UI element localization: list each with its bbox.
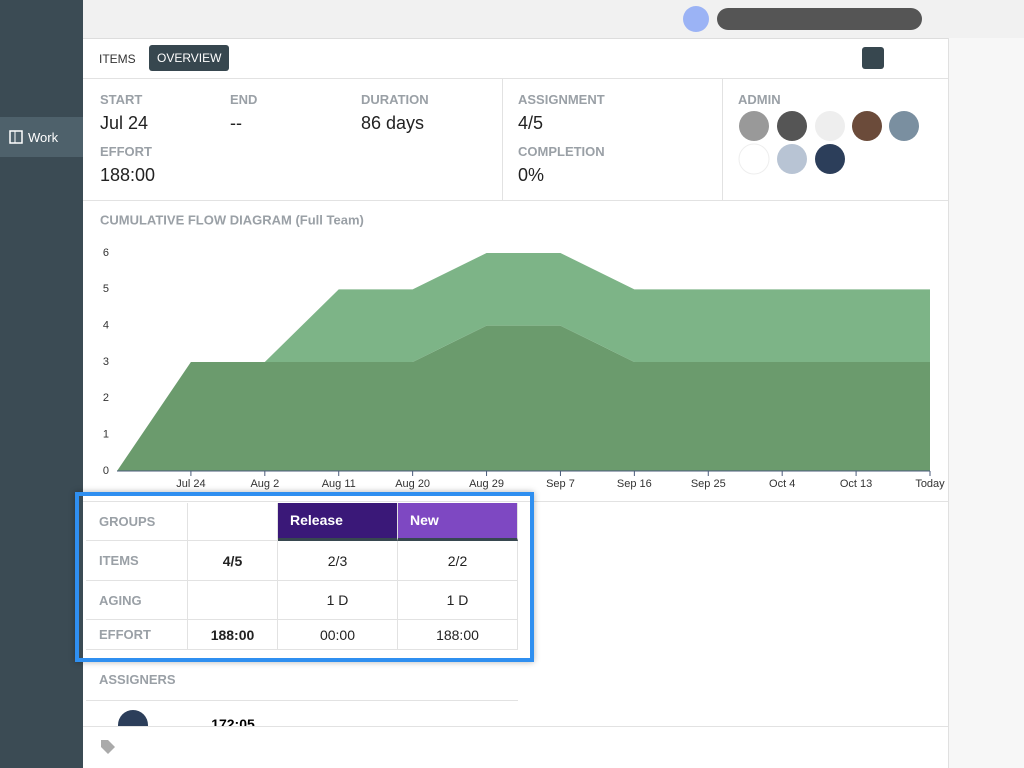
table-cell: EFFORT xyxy=(86,620,188,650)
x-tick-label: Oct 13 xyxy=(840,478,872,490)
divider xyxy=(83,200,948,201)
table-cell: 1 D xyxy=(278,581,398,620)
x-tick-label: Oct 4 xyxy=(769,478,795,490)
table-cell: AGING xyxy=(86,581,188,620)
x-tick-label: Sep 7 xyxy=(546,478,575,490)
x-tick-label: Aug 29 xyxy=(469,478,504,490)
divider xyxy=(83,501,948,502)
table-cell: New xyxy=(398,503,518,541)
assigners-header: ASSIGNERS xyxy=(86,660,518,701)
y-tick-label: 5 xyxy=(103,283,109,295)
admin-label: ADMIN xyxy=(738,92,781,107)
chart: CUMULATIVE FLOW DIAGRAM (Full Team) 0 1 2 3… xyxy=(100,212,945,490)
tab-bar: ITEMS OVERVIEW xyxy=(83,38,948,79)
x-tick-label: Today xyxy=(915,478,945,490)
icon xyxy=(9,130,23,144)
divider xyxy=(722,79,723,200)
table-cell: 2/3 xyxy=(278,541,398,581)
tab[interactable]: ITEMS xyxy=(99,52,136,66)
table-cell xyxy=(188,581,278,620)
stat-label: EFFORT xyxy=(100,144,152,159)
x-tick-label: Aug 20 xyxy=(395,478,430,490)
stat-value: 4/5 xyxy=(518,113,544,133)
stat-value: Jul 24 xyxy=(100,113,149,133)
x-tick-label: Sep 25 xyxy=(691,478,726,490)
bottom-bar xyxy=(83,726,948,767)
assigner-total: 172:05 xyxy=(211,716,255,726)
stat-label: DURATION xyxy=(361,92,429,107)
x-tick-label: Sep 16 xyxy=(617,478,652,490)
stat-label: COMPLETION xyxy=(518,144,605,159)
y-tick-label: 4 xyxy=(103,320,109,332)
avatar xyxy=(118,710,148,726)
stat-label: END xyxy=(230,92,258,107)
stat-value: 86 days xyxy=(361,113,425,133)
table-cell: Release xyxy=(278,503,398,541)
table-cell: 2/2 xyxy=(398,541,518,581)
avatar[interactable] xyxy=(683,6,709,32)
y-tick-label: 6 xyxy=(103,247,109,259)
avatars xyxy=(738,110,923,181)
stat-label: ASSIGNMENT xyxy=(518,92,605,107)
table-cell: 1 D xyxy=(398,581,518,620)
y-tick-label: 3 xyxy=(103,356,109,368)
view-toggle[interactable] xyxy=(862,47,884,69)
stat-value: -- xyxy=(230,113,242,133)
stat-label: START xyxy=(100,92,143,107)
tab-active[interactable]: OVERVIEW xyxy=(149,45,230,71)
y-tick-label: 2 xyxy=(103,392,109,404)
area xyxy=(117,253,930,471)
notification[interactable] xyxy=(717,8,922,30)
assigners-row: 172:05 xyxy=(86,700,518,726)
sidebar-item[interactable]: Work xyxy=(0,117,83,157)
top-bar xyxy=(83,0,1024,39)
sidebar-label: Work xyxy=(28,130,59,145)
table-cell xyxy=(188,503,278,541)
avatar-group xyxy=(738,111,919,175)
sidebar: Work xyxy=(0,0,83,768)
y-tick-label: 1 xyxy=(103,429,109,441)
divider xyxy=(502,79,503,200)
highlight xyxy=(75,492,534,662)
table-cell: 4/5 xyxy=(188,541,278,581)
table-cell: 188:00 xyxy=(398,620,518,650)
x-tick-label: Aug 2 xyxy=(250,478,279,490)
assigners-label: ASSIGNERS xyxy=(99,672,176,687)
table-cell: ITEMS xyxy=(86,541,188,581)
table-cell: 188:00 xyxy=(188,620,278,650)
stat-value: 0% xyxy=(518,165,545,185)
chart-title: CUMULATIVE FLOW DIAGRAM (Full Team) xyxy=(100,212,364,227)
table-cell: 00:00 xyxy=(278,620,398,650)
y-tick-label: 0 xyxy=(103,465,109,477)
x-tick-label: Aug 11 xyxy=(322,478,356,490)
tag-icon[interactable] xyxy=(100,739,116,755)
stat-value: 188:00 xyxy=(100,165,156,185)
table-cell: GROUPS xyxy=(86,503,188,541)
right-panel xyxy=(948,38,1024,768)
x-tick-label: Jul 24 xyxy=(176,478,205,490)
